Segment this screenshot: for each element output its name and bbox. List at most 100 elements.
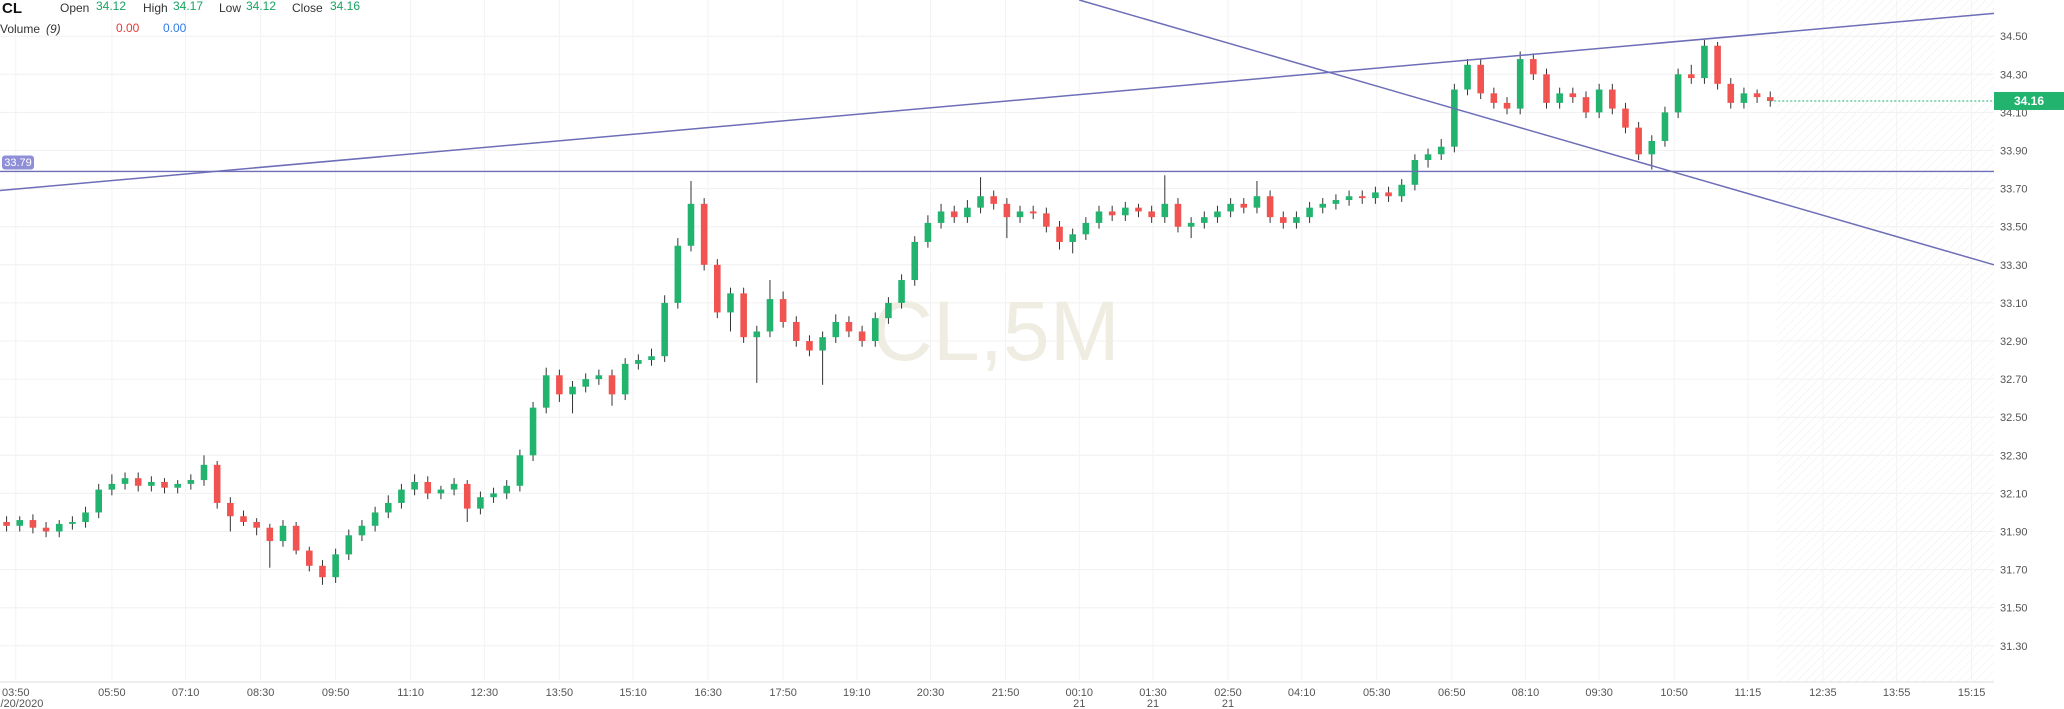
candle-body — [779, 299, 787, 322]
candle-body — [595, 375, 603, 380]
candle-body — [1135, 207, 1142, 212]
y-tick-label: 31.50 — [2000, 603, 2028, 615]
candle-body — [950, 211, 958, 218]
y-tick-label: 33.10 — [2000, 298, 2028, 310]
candle-body — [740, 293, 747, 338]
candle-body — [384, 502, 392, 513]
candle-body — [503, 485, 511, 494]
candle-body — [1648, 140, 1656, 155]
candle-body — [477, 497, 484, 509]
candle-body — [1398, 184, 1406, 197]
candle-body — [1214, 211, 1221, 218]
candle-body — [1003, 203, 1011, 218]
candle-body — [871, 318, 879, 341]
x-tick-label: 05:30 — [1363, 687, 1391, 699]
candle-body — [621, 363, 629, 395]
y-tick-label: 31.30 — [2000, 641, 2028, 653]
y-tick-label: 33.50 — [2000, 222, 2028, 234]
x-tick-label: 08:30 — [247, 687, 275, 699]
candle-body — [306, 550, 313, 566]
candle-body — [1687, 74, 1695, 79]
candle-body — [1253, 196, 1261, 208]
x-tick-label: 11:10 — [397, 687, 424, 699]
candle-body — [569, 386, 576, 395]
candle-body — [332, 554, 339, 578]
candle-body — [714, 264, 721, 313]
candle-body — [845, 321, 853, 332]
candle-body — [227, 502, 234, 517]
x-tick-label: 03:50 — [2, 687, 30, 699]
x-tick-label: 21:50 — [992, 687, 1020, 699]
candle-body — [924, 222, 932, 242]
candle-body — [1082, 222, 1090, 235]
trend-line — [1079, 0, 1995, 266]
candle-body — [964, 207, 971, 218]
candle-body — [292, 525, 300, 551]
candle-body — [1187, 222, 1195, 227]
volume-value: 0.00 — [116, 21, 140, 35]
candle-body — [134, 478, 142, 486]
candle-body — [1622, 108, 1629, 128]
candle-body — [1451, 89, 1458, 147]
field-value: 34.12 — [246, 0, 276, 13]
y-tick-label: 32.30 — [2000, 450, 2028, 462]
candle-body — [411, 481, 418, 490]
candle-body — [1174, 203, 1182, 227]
candle-body — [1714, 45, 1721, 84]
candle-body — [1437, 146, 1445, 155]
candle-body — [911, 241, 919, 281]
candle-body — [1345, 196, 1353, 201]
candle-body — [542, 375, 550, 408]
y-tick-label: 34.10 — [2000, 107, 2028, 119]
volume-name: Volume — [0, 22, 40, 36]
field-name: High — [143, 1, 168, 15]
candle-body — [95, 489, 103, 513]
x-tick-sublabel: 21 — [1222, 698, 1234, 709]
candle-body — [213, 464, 221, 503]
candle-body — [1201, 217, 1208, 223]
x-tick-label: 16:30 — [694, 687, 722, 699]
candle-body — [174, 483, 181, 488]
candle-body — [463, 483, 471, 509]
x-tick-label: 04:10 — [1288, 687, 1316, 699]
candle-body — [516, 455, 524, 486]
candle-body — [253, 521, 260, 528]
candle-body — [1043, 213, 1050, 227]
y-tick-label: 33.90 — [2000, 145, 2028, 157]
candle-body — [1306, 207, 1313, 218]
candle-body — [582, 379, 589, 387]
candle-body — [1227, 203, 1234, 212]
candle-body — [1582, 97, 1590, 113]
candle-body — [1358, 196, 1366, 199]
candle-body — [806, 341, 813, 351]
candle-body — [108, 483, 116, 490]
volume-value: 0.00 — [163, 21, 187, 35]
candle-body — [990, 196, 997, 204]
symbol: CL — [2, 0, 22, 17]
x-tick-sublabel: 21 — [1147, 698, 1159, 709]
last-price-label: 34.16 — [2014, 94, 2044, 108]
candle-body — [1332, 200, 1340, 204]
candle-body — [55, 523, 63, 532]
candle-body — [832, 321, 840, 338]
candle-body — [727, 293, 734, 313]
y-tick-label: 34.30 — [2000, 69, 2028, 81]
candle-body — [1503, 102, 1511, 109]
candle-body — [1108, 211, 1116, 216]
candle-body — [674, 245, 682, 303]
candle-body — [687, 203, 695, 246]
y-tick-label: 32.90 — [2000, 336, 2028, 348]
plot-layer: 33.79 34.16 — [0, 0, 2064, 585]
candle-body — [1029, 211, 1037, 214]
x-tick-label: 02:50 — [1214, 687, 1242, 699]
candle-body — [437, 489, 445, 494]
candle-body — [3, 521, 10, 526]
candle-body — [1661, 112, 1669, 141]
x-tick-label: 01:30 — [1139, 687, 1167, 699]
candle-body — [1385, 192, 1392, 197]
x-tick-label: 20:30 — [917, 687, 945, 699]
candle-body — [1609, 89, 1616, 109]
candle-body — [1516, 59, 1524, 109]
candle-body — [240, 516, 247, 522]
